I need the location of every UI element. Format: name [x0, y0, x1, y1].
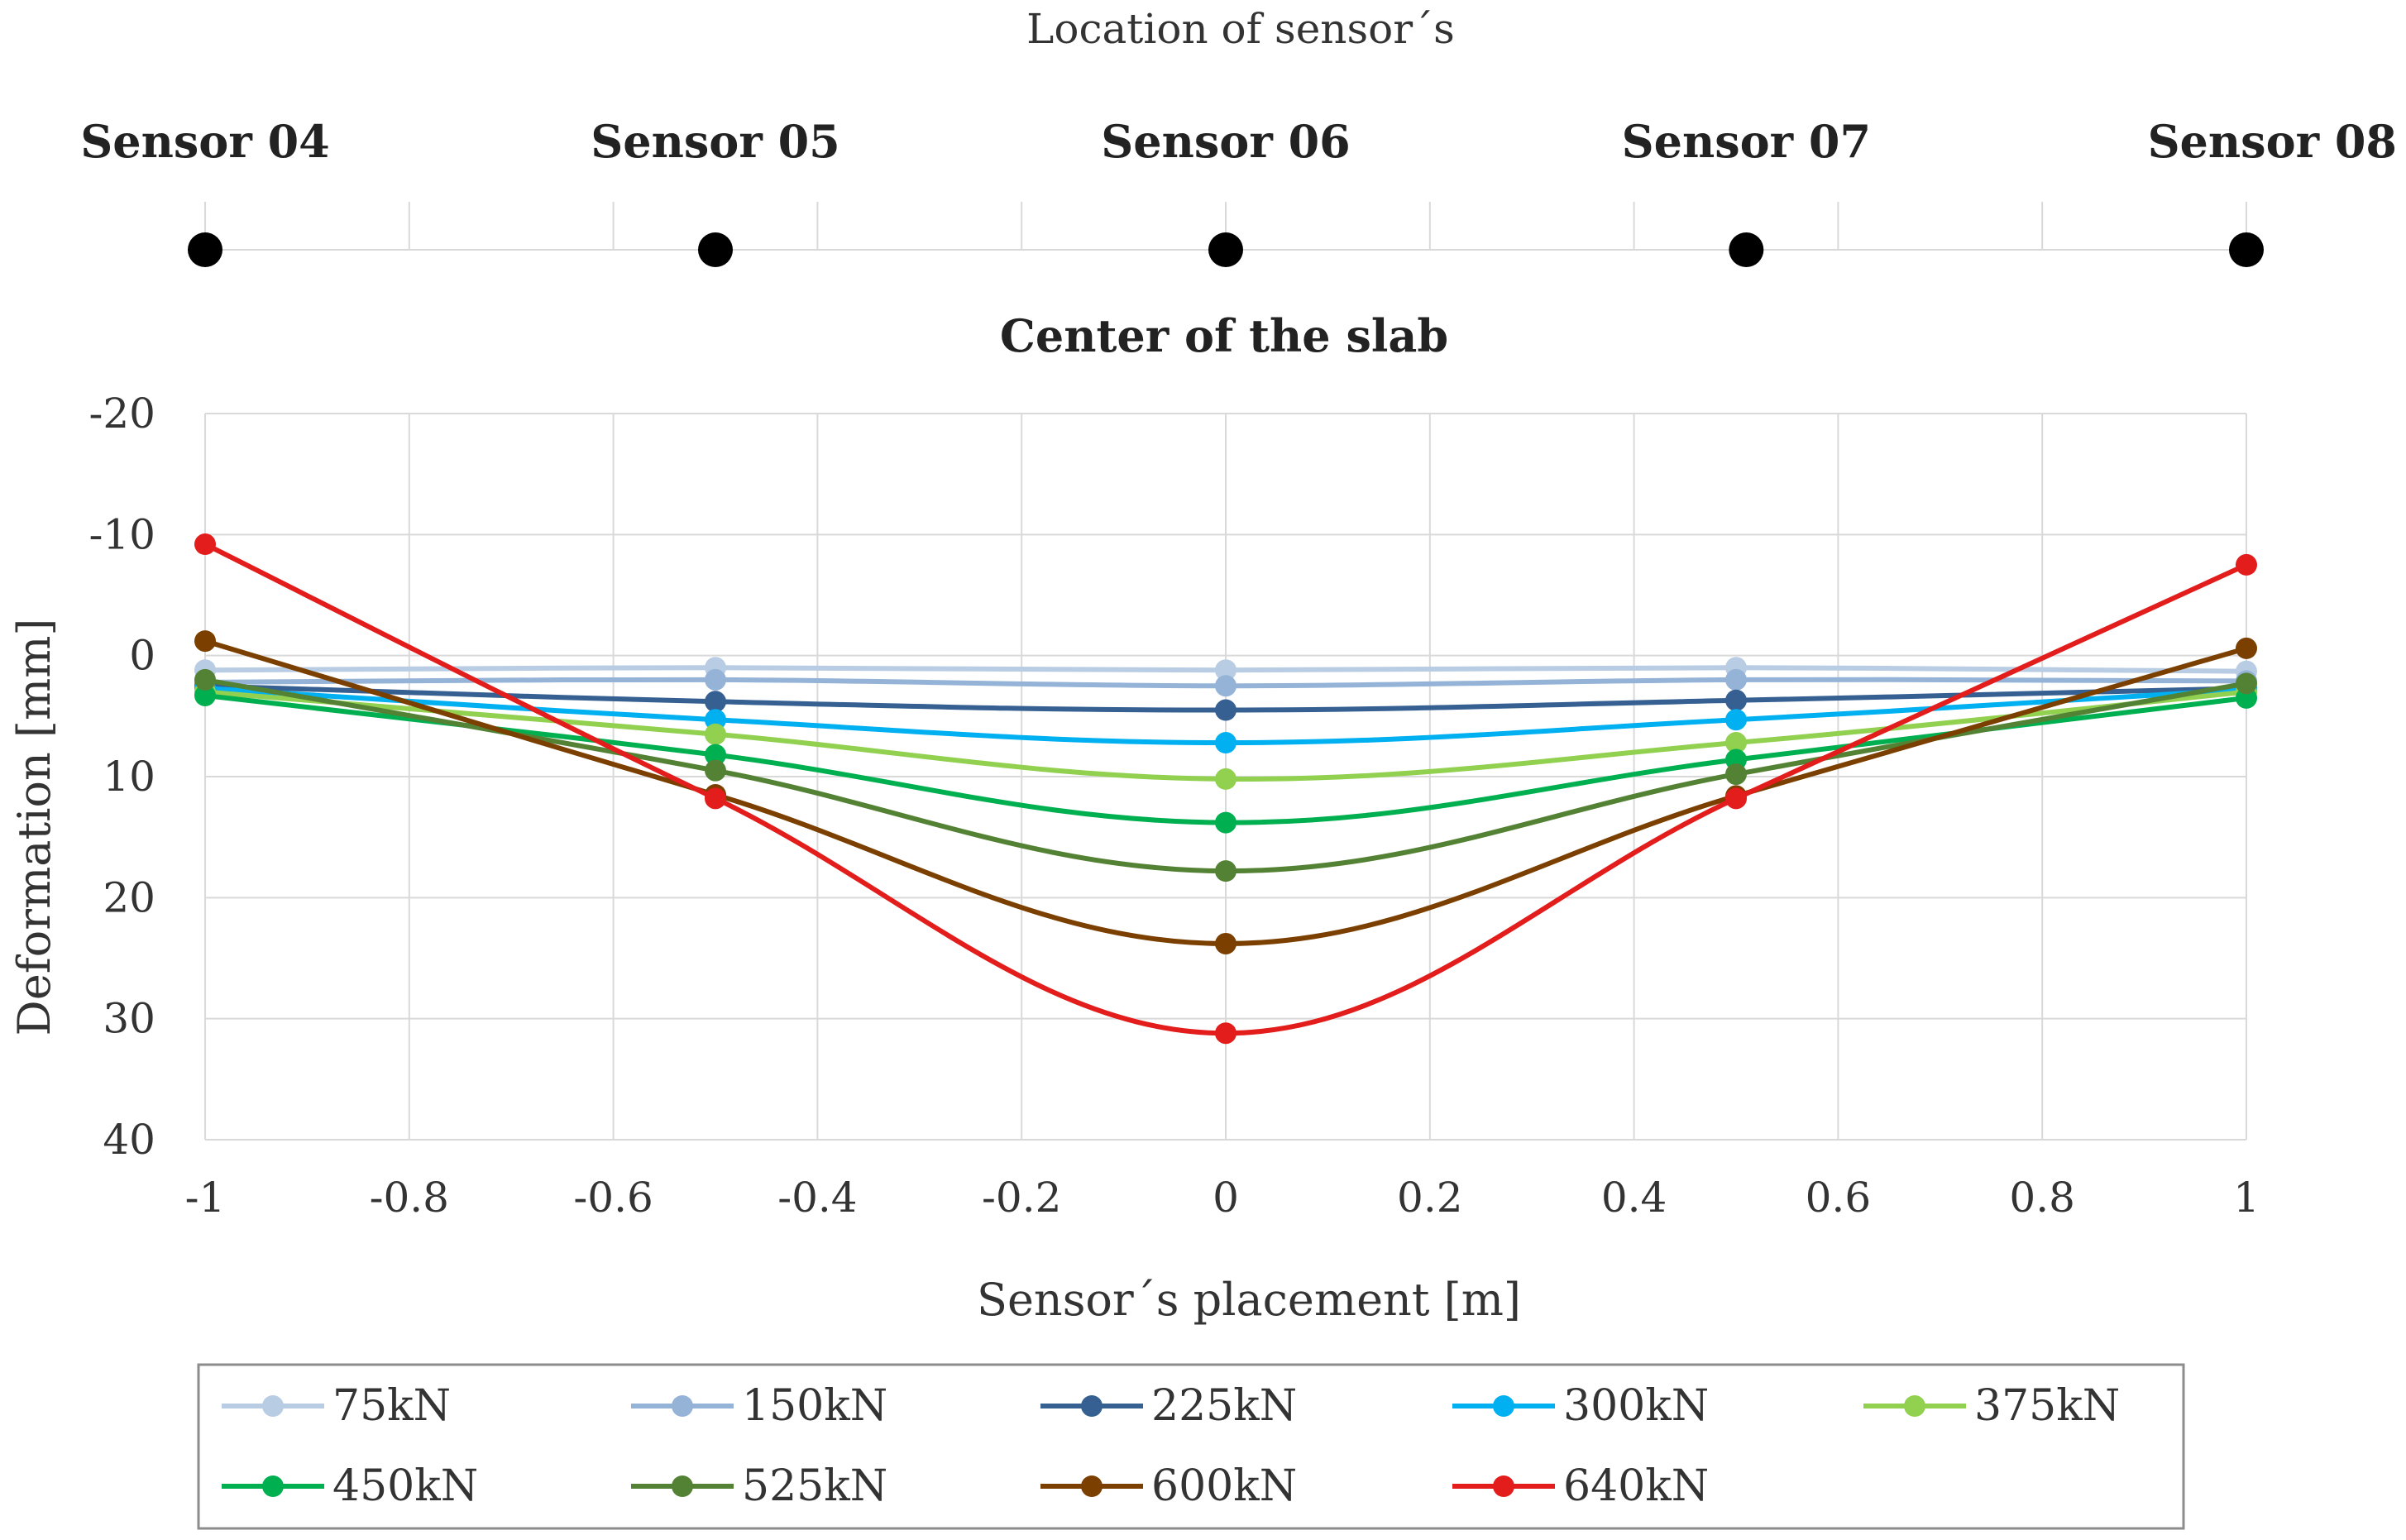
legend-swatch-marker: [672, 1395, 693, 1417]
sensor-marker-5: [698, 232, 733, 267]
legend-swatch-marker: [672, 1475, 693, 1497]
x-tick-label: -0.8: [370, 1174, 449, 1222]
sensor-label: Sensor 06: [1101, 115, 1350, 168]
data-point-600kN: [194, 630, 216, 653]
y-axis-ticks: -20 -10 0 10 20 30 40: [88, 390, 155, 1164]
data-point-640kN: [2236, 553, 2257, 576]
legend-item-450kN: 450kN: [222, 1461, 478, 1511]
top-title: Location of sensor´s: [1026, 5, 1455, 53]
legend-item-225kN: 225kN: [1040, 1381, 1297, 1431]
legend-label: 300kN: [1563, 1381, 1709, 1431]
data-point-640kN: [194, 533, 216, 556]
legend-swatch-marker: [262, 1475, 284, 1497]
sensor-marker-7: [1729, 232, 1764, 267]
data-point-300kN: [1725, 709, 1747, 731]
sensor-label: Sensor 08: [2148, 115, 2397, 168]
sensor-label: Sensor 04: [80, 115, 329, 168]
sensor-label: Sensor 07: [1622, 115, 1871, 168]
data-point-75kN: [1215, 659, 1236, 682]
legend-label: 450kN: [332, 1461, 478, 1511]
x-axis-ticks: -1 -0.8 -0.6 -0.4 -0.2 0 0.2 0.4 0.6 0.8 1: [185, 1174, 2260, 1222]
data-point-600kN: [1215, 932, 1236, 954]
data-point-150kN: [705, 668, 726, 691]
x-tick-label: -0.2: [982, 1174, 1061, 1222]
sensor-label: Sensor 05: [591, 115, 839, 168]
legend-swatch-marker: [1904, 1395, 1925, 1417]
data-point-150kN: [1215, 675, 1236, 697]
legend-box: [197, 1363, 2185, 1530]
y-tick-label: 10: [103, 753, 155, 801]
data-point-525kN: [1725, 763, 1747, 786]
x-tick-label: 0: [1213, 1174, 1239, 1222]
legend-swatch-marker: [1081, 1475, 1103, 1497]
legend-label: 600kN: [1151, 1461, 1297, 1511]
sensor-marker-8: [2229, 232, 2264, 267]
legend-item-150kN: 150kN: [631, 1381, 887, 1431]
x-tick-label: 0.6: [1806, 1174, 1872, 1222]
legend-item-300kN: 300kN: [1452, 1381, 1709, 1431]
data-point-450kN: [705, 744, 726, 766]
legend-swatch-marker: [1081, 1395, 1103, 1417]
data-point-525kN: [194, 668, 216, 691]
legend-item-525kN: 525kN: [631, 1461, 887, 1511]
y-tick-label: -20: [88, 390, 155, 438]
data-point-640kN: [1725, 787, 1747, 810]
data-point-225kN: [1215, 699, 1236, 721]
x-tick-label: 0.2: [1397, 1174, 1463, 1222]
legend-label: 150kN: [742, 1381, 887, 1431]
legend-item-600kN: 600kN: [1040, 1461, 1297, 1511]
y-tick-label: 0: [129, 632, 155, 680]
data-point-450kN: [194, 684, 216, 706]
y-tick-label: 20: [103, 873, 155, 921]
data-point-525kN: [1215, 860, 1236, 882]
subtitle-center-of-slab: Center of the slab: [1000, 309, 1448, 362]
y-axis-title: Deformation [mm]: [8, 619, 60, 1036]
data-point-640kN: [1215, 1022, 1236, 1045]
legend-label: 225kN: [1151, 1381, 1297, 1431]
sensor-strip: Sensor 04 Sensor 05 Sensor 06 Sensor 07 Sens…: [80, 115, 2397, 267]
data-point-225kN: [705, 691, 726, 713]
legend-label: 525kN: [742, 1461, 887, 1511]
legend-swatch-marker: [262, 1395, 284, 1417]
legend-item-640kN: 640kN: [1452, 1461, 1709, 1511]
series-640kN: [194, 533, 2257, 1045]
x-tick-label: -0.6: [573, 1174, 653, 1222]
legend-item-75kN: 75kN: [222, 1381, 451, 1431]
legend-swatch-marker: [1493, 1475, 1514, 1497]
x-axis-title: Sensor´s placement [m]: [977, 1274, 1521, 1326]
data-point-225kN: [1725, 689, 1747, 711]
sensor-marker-4: [188, 232, 222, 267]
data-point-525kN: [2236, 672, 2257, 695]
x-tick-label: 1: [2233, 1174, 2260, 1222]
legend-item-375kN: 375kN: [1863, 1381, 2120, 1431]
data-point-640kN: [705, 787, 726, 810]
data-point-450kN: [1215, 811, 1236, 834]
series-375kN: [194, 681, 2257, 790]
data-point-525kN: [705, 759, 726, 782]
y-tick-label: -10: [88, 510, 155, 558]
x-tick-label: -1: [185, 1174, 226, 1222]
sensor-marker-6: [1208, 232, 1243, 267]
x-tick-label: 0.4: [1601, 1174, 1667, 1222]
data-point-300kN: [1215, 732, 1236, 754]
series-group: [194, 533, 2257, 1045]
legend-swatch-marker: [1493, 1395, 1514, 1417]
x-tick-label: -0.4: [777, 1174, 857, 1222]
data-point-150kN: [1725, 668, 1747, 691]
legend-label: 640kN: [1563, 1461, 1709, 1511]
data-point-600kN: [2236, 637, 2257, 659]
y-tick-label: 40: [103, 1116, 155, 1164]
x-tick-label: 0.8: [2009, 1174, 2075, 1222]
legend-label: 375kN: [1974, 1381, 2120, 1431]
data-point-375kN: [1215, 768, 1236, 790]
data-point-375kN: [1725, 732, 1747, 754]
data-point-375kN: [705, 723, 726, 745]
legend: 75kN 150kN 225kN 300kN 375kN 450kN 525kN 600kN 6…: [222, 1381, 2120, 1511]
y-tick-label: 30: [103, 995, 155, 1043]
legend-label: 75kN: [332, 1381, 451, 1431]
